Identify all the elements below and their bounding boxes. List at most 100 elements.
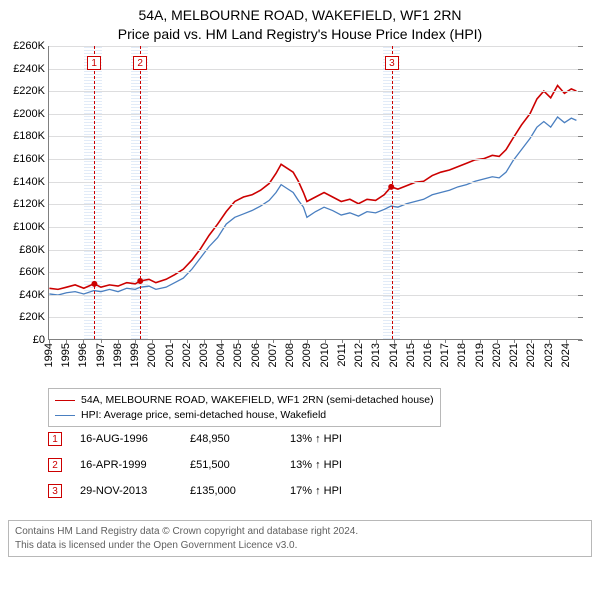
xtick-label: 2001 — [164, 343, 176, 367]
xtick-label: 2007 — [267, 343, 279, 367]
chart-plot-area: £0£20K£40K£60K£80K£100K£120K£140K£160K£1… — [48, 46, 582, 340]
ytick-mark — [578, 250, 583, 251]
xtick-label: 1996 — [77, 343, 89, 367]
xtick-label: 2010 — [319, 343, 331, 367]
xtick-label: 2024 — [560, 343, 572, 367]
xtick-label: 2016 — [422, 343, 434, 367]
gridline-h — [49, 182, 582, 183]
xtick-label: 1995 — [60, 343, 72, 367]
xtick-label: 2023 — [543, 343, 555, 367]
sale-date: 29-NOV-2013 — [80, 485, 190, 497]
legend-swatch-hpi — [55, 415, 75, 416]
ytick-label: £160K — [13, 153, 45, 165]
xtick-label: 2003 — [198, 343, 210, 367]
ytick-label: £200K — [13, 108, 45, 120]
attribution-line-2: This data is licensed under the Open Gov… — [15, 539, 585, 553]
xtick-label: 2022 — [525, 343, 537, 367]
sale-price: £135,000 — [190, 485, 290, 497]
gridline-h — [49, 250, 582, 251]
xtick-label: 2021 — [508, 343, 520, 367]
sale-pct: 13% ↑ HPI — [290, 433, 400, 445]
event-line — [392, 46, 393, 339]
xtick-label: 2008 — [284, 343, 296, 367]
sale-index-box: 3 — [48, 484, 62, 498]
ytick-mark — [578, 227, 583, 228]
ytick-label: £20K — [19, 311, 45, 323]
ytick-mark — [578, 295, 583, 296]
sale-row: 3 29-NOV-2013£135,00017% ↑ HPI — [48, 484, 400, 498]
gridline-h — [49, 69, 582, 70]
xtick-label: 2012 — [353, 343, 365, 367]
gridline-h — [49, 114, 582, 115]
legend-label-hpi: HPI: Average price, semi-detached house,… — [81, 408, 326, 423]
ytick-mark — [578, 69, 583, 70]
title-line-1: 54A, MELBOURNE ROAD, WAKEFIELD, WF1 2RN — [0, 6, 600, 25]
gridline-h — [49, 227, 582, 228]
ytick-mark — [578, 114, 583, 115]
ytick-mark — [578, 272, 583, 273]
xtick-label: 2009 — [301, 343, 313, 367]
xtick-label: 2004 — [215, 343, 227, 367]
title-line-2: Price paid vs. HM Land Registry's House … — [0, 25, 600, 44]
series-hpi — [49, 117, 576, 295]
ytick-label: £40K — [19, 289, 45, 301]
event-line — [94, 46, 95, 339]
gridline-h — [49, 46, 582, 47]
legend-box: 54A, MELBOURNE ROAD, WAKEFIELD, WF1 2RN … — [48, 388, 441, 427]
ytick-label: £180K — [13, 130, 45, 142]
sale-index-box: 2 — [48, 458, 62, 472]
sale-price: £48,950 — [190, 433, 290, 445]
gridline-h — [49, 91, 582, 92]
xtick-label: 2013 — [370, 343, 382, 367]
xtick-label: 2002 — [181, 343, 193, 367]
page: 54A, MELBOURNE ROAD, WAKEFIELD, WF1 2RN … — [0, 0, 600, 590]
legend-row-price: 54A, MELBOURNE ROAD, WAKEFIELD, WF1 2RN … — [55, 393, 434, 408]
legend-swatch-price — [55, 400, 75, 401]
series-price_paid — [49, 85, 576, 289]
xtick-label: 2020 — [491, 343, 503, 367]
ytick-label: £100K — [13, 221, 45, 233]
xtick-label: 2011 — [336, 343, 348, 367]
gridline-h — [49, 317, 582, 318]
xtick-label: 1997 — [95, 343, 107, 367]
event-marker-box: 3 — [385, 56, 399, 70]
gridline-h — [49, 204, 582, 205]
xtick-label: 2015 — [405, 343, 417, 367]
legend-label-price: 54A, MELBOURNE ROAD, WAKEFIELD, WF1 2RN … — [81, 393, 434, 408]
ytick-mark — [578, 340, 583, 341]
sale-price: £51,500 — [190, 459, 290, 471]
event-line — [140, 46, 141, 339]
ytick-label: £260K — [13, 40, 45, 52]
xtick-label: 1998 — [112, 343, 124, 367]
xtick-label: 2018 — [456, 343, 468, 367]
sale-pct: 17% ↑ HPI — [290, 485, 400, 497]
ytick-mark — [578, 46, 583, 47]
gridline-h — [49, 159, 582, 160]
sale-row: 1 16-AUG-1996£48,95013% ↑ HPI — [48, 432, 400, 446]
chart-title: 54A, MELBOURNE ROAD, WAKEFIELD, WF1 2RN … — [0, 0, 600, 44]
ytick-label: £80K — [19, 244, 45, 256]
event-marker-box: 1 — [87, 56, 101, 70]
xtick-label: 2017 — [439, 343, 451, 367]
ytick-mark — [578, 204, 583, 205]
gridline-h — [49, 136, 582, 137]
ytick-label: £60K — [19, 266, 45, 278]
attribution-box: Contains HM Land Registry data © Crown c… — [8, 520, 592, 557]
attribution-line-1: Contains HM Land Registry data © Crown c… — [15, 525, 585, 539]
legend-row-hpi: HPI: Average price, semi-detached house,… — [55, 408, 434, 423]
xtick-label: 2000 — [146, 343, 158, 367]
xtick-label: 2006 — [250, 343, 262, 367]
sale-date: 16-AUG-1996 — [80, 433, 190, 445]
gridline-h — [49, 272, 582, 273]
xtick-label: 2019 — [474, 343, 486, 367]
xtick-label: 2005 — [232, 343, 244, 367]
sale-index-box: 1 — [48, 432, 62, 446]
sale-row: 2 16-APR-1999£51,50013% ↑ HPI — [48, 458, 400, 472]
sale-date: 16-APR-1999 — [80, 459, 190, 471]
sale-pct: 13% ↑ HPI — [290, 459, 400, 471]
ytick-mark — [578, 317, 583, 318]
gridline-h — [49, 295, 582, 296]
ytick-label: £120K — [13, 198, 45, 210]
ytick-label: £140K — [13, 176, 45, 188]
xtick-label: 1999 — [129, 343, 141, 367]
